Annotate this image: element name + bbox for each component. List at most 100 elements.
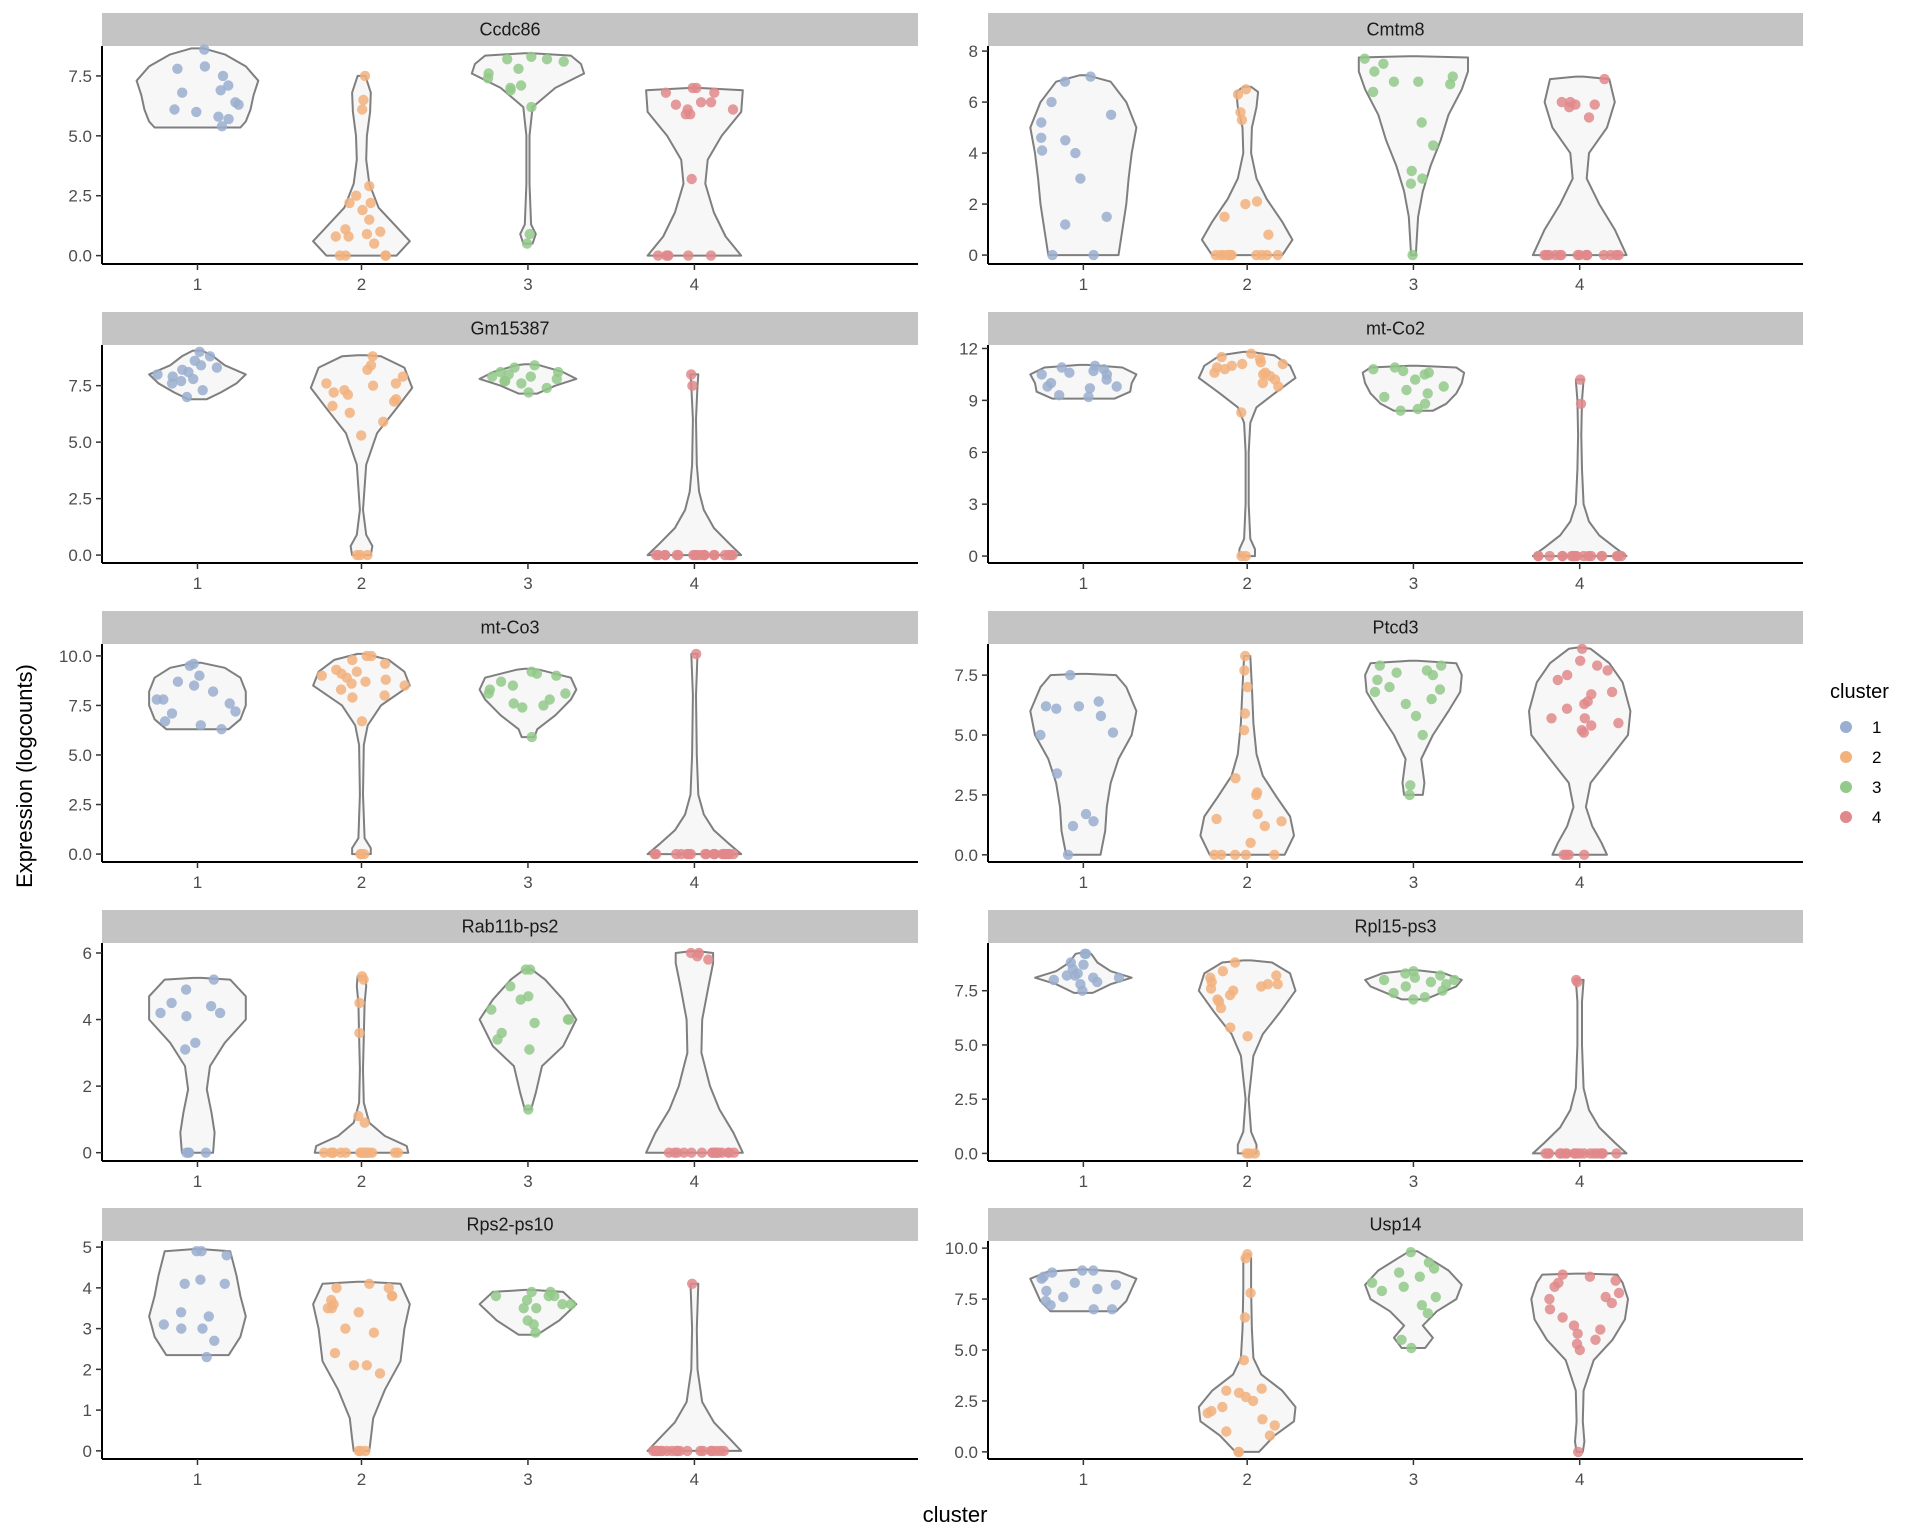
point-cluster-3 — [1389, 362, 1401, 373]
point-cluster-3 — [1438, 381, 1449, 392]
violin-cluster-3 — [470, 52, 586, 245]
point-cluster-1 — [1105, 109, 1117, 121]
point-cluster-1 — [158, 1319, 169, 1330]
point-cluster-3 — [1384, 681, 1395, 693]
x-tick-label: 3 — [1409, 574, 1418, 593]
point-cluster-4 — [1599, 73, 1610, 85]
y-tick-label: 0 — [969, 547, 978, 566]
point-cluster-3 — [1406, 165, 1417, 177]
point-cluster-3 — [1405, 780, 1416, 791]
point-cluster-3 — [1401, 384, 1412, 396]
point-cluster-2 — [1239, 665, 1250, 676]
point-cluster-4 — [1556, 1148, 1567, 1159]
point-cluster-4 — [727, 104, 739, 115]
point-cluster-4 — [1598, 249, 1610, 261]
point-cluster-3 — [1396, 1334, 1407, 1346]
panel-cmtm8: Cmtm8 0 2 4 6 8 1 2 3 4 — [969, 13, 1803, 294]
point-cluster-1 — [1078, 959, 1089, 970]
point-cluster-1 — [230, 706, 241, 717]
point-cluster-2 — [356, 971, 368, 982]
point-cluster-2 — [1230, 773, 1241, 784]
point-cluster-3 — [515, 80, 527, 91]
point-cluster-3 — [1400, 968, 1411, 979]
point-cluster-3 — [526, 666, 537, 677]
point-cluster-3 — [495, 366, 506, 378]
point-cluster-4 — [1586, 689, 1597, 700]
point-cluster-4 — [696, 1147, 708, 1158]
point-cluster-1 — [166, 708, 178, 719]
point-cluster-2 — [1219, 211, 1230, 222]
point-cluster-4 — [678, 1147, 690, 1158]
x-tick-label: 2 — [1242, 1470, 1251, 1489]
violin-cluster-4 — [1531, 978, 1628, 1155]
point-cluster-2 — [369, 238, 380, 249]
point-cluster-2 — [1251, 249, 1262, 261]
point-cluster-4 — [1550, 249, 1561, 261]
point-cluster-3 — [1413, 76, 1424, 87]
point-cluster-2 — [367, 351, 378, 362]
point-cluster-2 — [1225, 1022, 1236, 1033]
y-tick-label: 2.5 — [68, 187, 92, 206]
violin-cluster-3 — [1364, 1250, 1463, 1349]
point-cluster-4 — [1574, 249, 1585, 261]
point-cluster-2 — [1257, 1414, 1268, 1425]
point-cluster-2 — [1269, 849, 1280, 860]
point-cluster-1 — [166, 997, 177, 1009]
point-cluster-1 — [1047, 249, 1058, 261]
point-cluster-2 — [361, 1360, 372, 1371]
point-cluster-4 — [1570, 550, 1581, 562]
point-cluster-4 — [703, 954, 714, 965]
point-cluster-1 — [223, 113, 234, 125]
point-cluster-1 — [1111, 381, 1122, 392]
point-cluster-1 — [1088, 1265, 1099, 1276]
point-cluster-1 — [1089, 360, 1101, 371]
point-cluster-2 — [1205, 972, 1216, 983]
point-cluster-2 — [1228, 985, 1239, 996]
point-cluster-4 — [1546, 713, 1557, 724]
point-cluster-2 — [340, 250, 351, 261]
point-cluster-2 — [1237, 358, 1248, 370]
point-cluster-1 — [1046, 1267, 1058, 1278]
point-cluster-2 — [1235, 107, 1246, 118]
y-tick-label: 0.0 — [954, 1443, 978, 1462]
point-cluster-3 — [502, 54, 513, 65]
point-cluster-1 — [1101, 211, 1112, 222]
point-cluster-3 — [1425, 976, 1437, 988]
point-cluster-2 — [1259, 820, 1271, 832]
point-cluster-3 — [1406, 1342, 1417, 1354]
panel-title: Ccdc86 — [479, 20, 540, 40]
point-cluster-3 — [553, 366, 564, 378]
point-cluster-3 — [557, 1299, 568, 1310]
point-cluster-2 — [1238, 725, 1250, 736]
point-cluster-3 — [551, 670, 562, 681]
y-tick-label: 5 — [83, 1238, 92, 1257]
panel-strip — [102, 1208, 918, 1241]
point-cluster-2 — [1211, 813, 1222, 825]
point-cluster-3 — [1419, 992, 1431, 1003]
point-cluster-1 — [197, 1323, 208, 1334]
point-cluster-3 — [1421, 665, 1433, 676]
violin-cluster-1 — [148, 976, 247, 1154]
point-cluster-1 — [208, 974, 219, 985]
point-cluster-4 — [688, 549, 699, 561]
point-cluster-4 — [1610, 249, 1622, 261]
point-cluster-4 — [707, 1147, 718, 1158]
point-cluster-2 — [340, 224, 351, 235]
point-cluster-2 — [358, 848, 370, 860]
point-cluster-4 — [705, 250, 717, 261]
point-cluster-3 — [1441, 979, 1452, 990]
point-cluster-4 — [1553, 1277, 1564, 1289]
point-cluster-1 — [151, 694, 162, 705]
point-cluster-4 — [1579, 713, 1591, 724]
point-cluster-3 — [524, 228, 535, 240]
violin-cluster-4 — [1530, 1272, 1629, 1453]
x-tick-label: 4 — [1575, 275, 1584, 294]
y-tick-label: 7.5 — [954, 982, 978, 1001]
point-cluster-3 — [1417, 729, 1428, 741]
point-cluster-3 — [1414, 1271, 1426, 1282]
point-cluster-3 — [529, 1017, 540, 1029]
point-cluster-2 — [340, 1323, 351, 1334]
point-cluster-1 — [1075, 979, 1086, 990]
point-cluster-4 — [683, 250, 694, 261]
point-cluster-3 — [522, 1315, 533, 1326]
